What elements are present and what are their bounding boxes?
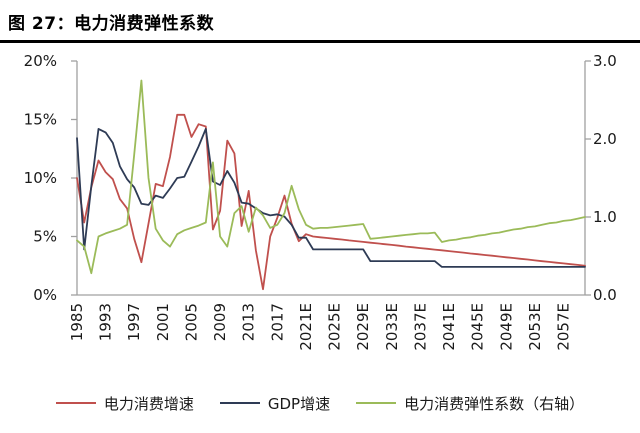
legend-label: 电力消费增速	[103, 394, 194, 413]
x-axis-tick-label: 2021E	[297, 303, 315, 351]
legend-label: GDP增速	[267, 394, 331, 413]
x-axis-tick-label: 1993	[97, 303, 115, 341]
x-axis-tick-label: 2037E	[411, 303, 429, 351]
x-axis-tick-label: 2017	[268, 303, 286, 341]
series-line-0	[76, 113, 586, 291]
y-axis-right-tick-label: 3.0	[593, 52, 617, 70]
legend-label: 电力消费弹性系数（右轴）	[404, 394, 585, 413]
legend-line-swatch-red	[55, 402, 96, 404]
legend-line-swatch-green	[356, 402, 397, 404]
x-axis-tick-label: 2053E	[526, 303, 544, 351]
x-axis-tick-label: 1985	[68, 303, 86, 341]
y-axis-left-tick-label: 20%	[24, 52, 57, 70]
y-axis-left-tick-label: 15%	[24, 111, 57, 129]
x-axis-tick-label: 2029E	[354, 303, 372, 351]
y-axis-right-tick-label: 1.0	[593, 208, 617, 226]
chart-header: 图 27：电力消费弹性系数	[0, 0, 640, 43]
x-axis-tick-label: 1997	[125, 303, 143, 341]
line-chart-svg: 0% 5% 10% 15% 20% 0.0 1.0 2.0 3.0 1985 1993 1997 200…	[24, 52, 617, 351]
y-axis-left-tick-label: 0%	[33, 286, 57, 304]
y-axis-left-tick-label: 5%	[33, 228, 57, 246]
legend-item-elasticity: 电力消费弹性系数（右轴）	[356, 393, 584, 414]
y-axis-right-tick-label: 0.0	[593, 286, 617, 304]
y-axis-right-tick-label: 2.0	[593, 130, 617, 148]
chart-title: 图 27：电力消费弹性系数	[8, 14, 215, 34]
x-axis-tick-label: 2045E	[469, 303, 487, 351]
x-axis-tick-label: 2057E	[555, 303, 573, 351]
x-axis-tick-label: 2001	[154, 303, 172, 341]
x-axis-tick-label: 2013	[240, 303, 258, 341]
legend-line-swatch-navy	[219, 402, 260, 404]
x-axis-tick-label: 2009	[211, 303, 229, 341]
x-axis-tick-label: 2049E	[497, 303, 515, 351]
legend-item-electricity-growth: 电力消费增速	[55, 393, 194, 414]
legend-item-gdp-growth: GDP增速	[219, 393, 331, 414]
x-axis-tick-label: 2005	[182, 303, 200, 341]
x-axis-tick-label: 2025E	[326, 303, 344, 351]
x-axis-tick-label: 2041E	[440, 303, 458, 351]
series-line-1	[76, 128, 586, 268]
chart-plot-area: 0% 5% 10% 15% 20% 0.0 1.0 2.0 3.0 1985 1993 1997 200…	[0, 42, 640, 382]
series-line-2	[76, 79, 586, 275]
y-axis-left-tick-label: 10%	[24, 169, 57, 187]
x-axis-tick-label: 2033E	[383, 303, 401, 351]
chart-legend: 电力消费增速 GDP增速 电力消费弹性系数（右轴）	[0, 383, 640, 423]
